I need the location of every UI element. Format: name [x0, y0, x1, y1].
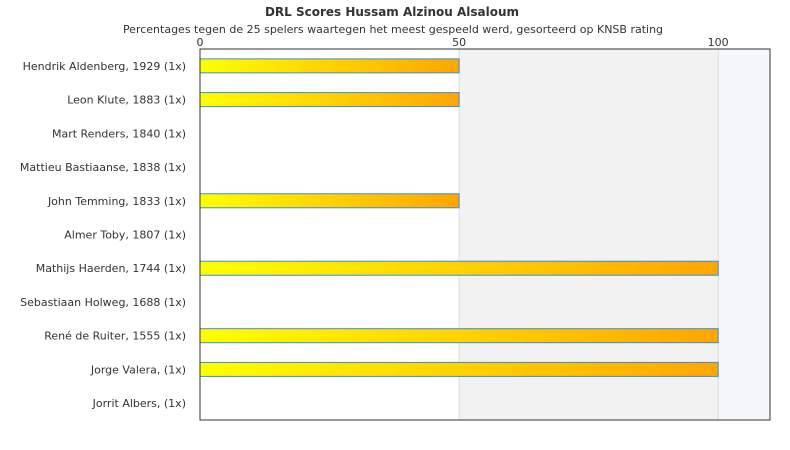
bar: [199, 328, 719, 344]
category-labels: Hendrik Aldenberg, 1929 (1x) Leon Klute, …: [20, 60, 186, 410]
category-label: Jorrit Albers, (1x): [92, 397, 186, 410]
category-label: Mattieu Bastiaanse, 1838 (1x): [20, 161, 186, 174]
bars: [199, 58, 719, 377]
gridlines: [458, 49, 719, 420]
x-tick-labels: 0 50 100: [197, 36, 729, 49]
background-band: [200, 49, 460, 420]
category-label: Almer Toby, 1807 (1x): [64, 229, 186, 242]
category-label: Sebastiaan Holweg, 1688 (1x): [20, 296, 186, 309]
background-band: [718, 49, 770, 420]
category-label: Mathijs Haerden, 1744 (1x): [36, 262, 186, 275]
category-label: René de Ruiter, 1555 (1x): [44, 330, 186, 343]
bar: [199, 92, 460, 108]
bar: [199, 260, 719, 276]
category-label: Mart Renders, 1840 (1x): [52, 127, 186, 140]
x-tick-label: 100: [708, 36, 729, 49]
x-tick-label: 50: [452, 36, 466, 49]
chart-subtitle: Percentages tegen de 25 spelers waartege…: [123, 23, 663, 36]
bar: [199, 58, 460, 74]
category-label: Leon Klute, 1883 (1x): [67, 94, 186, 107]
plot-frame: [199, 48, 771, 421]
bar: [199, 361, 719, 377]
category-label: Jorge Valera, (1x): [90, 363, 186, 376]
chart-title: DRL Scores Hussam Alzinou Alsaloum: [265, 5, 519, 19]
bar: [199, 193, 460, 209]
background-bands: [200, 49, 770, 420]
background-band: [459, 49, 719, 420]
category-label: Hendrik Aldenberg, 1929 (1x): [23, 60, 186, 73]
x-tick-label: 0: [197, 36, 204, 49]
category-label: John Temming, 1833 (1x): [47, 195, 186, 208]
